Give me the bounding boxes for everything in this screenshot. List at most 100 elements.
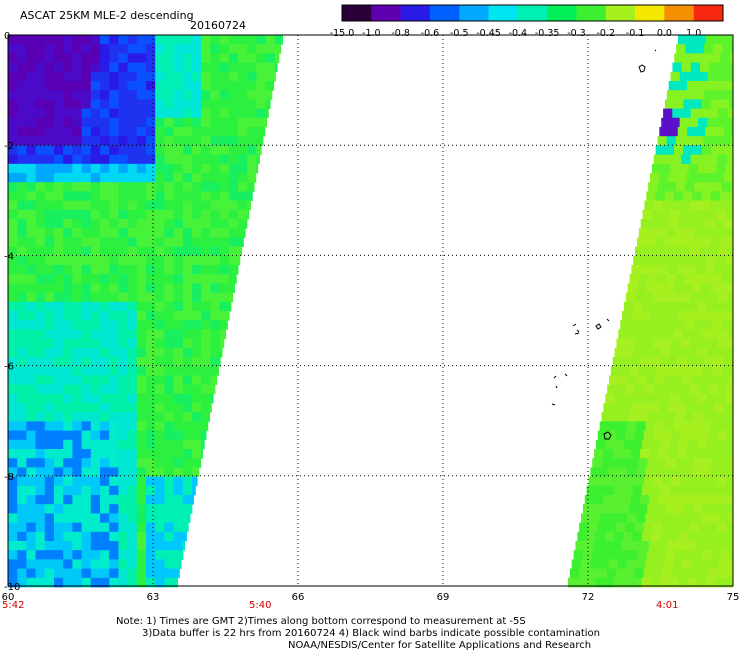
heatmap-cell [44,283,55,293]
heatmap-cell [694,90,705,100]
heatmap-cell [44,44,55,54]
heatmap-cell [192,265,202,275]
heatmap-cell [615,568,626,579]
heatmap-cell [136,568,147,579]
heatmap-cell [72,375,82,385]
heatmap-cell [665,504,676,514]
heatmap-cell [718,559,729,569]
heatmap-cell [44,301,55,312]
heatmap-cell [621,541,632,551]
heatmap-cell [8,439,18,450]
heatmap-cell [44,449,55,459]
colorbar-label: 0.0 [657,28,672,39]
heatmap-cell [616,476,626,487]
heatmap-cell [716,163,726,174]
heatmap-cell [155,421,165,431]
heatmap-cell [644,200,655,211]
heatmap-cell [688,117,699,128]
heatmap-cell [90,228,101,238]
heatmap-cell [632,531,643,542]
heatmap-cell [136,173,147,183]
heatmap-cell [640,311,651,321]
heatmap-cell [155,357,165,367]
heatmap-cell [118,495,128,505]
heatmap-cell [718,62,729,73]
heatmap-cell [173,274,184,284]
heatmap-cell [81,329,92,339]
heatmap-cell [164,246,174,257]
heatmap-cell [90,577,101,588]
heatmap-cell [35,35,46,45]
heatmap-cell [109,541,119,551]
heatmap-cell [109,347,119,358]
heatmap-cell [247,163,257,174]
heatmap-cell [35,467,46,477]
heatmap-cell [719,513,729,523]
heatmap-cell [192,357,202,367]
heatmap-cell [695,219,706,229]
heatmap-cell [256,136,264,146]
heatmap-cell [127,154,138,165]
heatmap-cell [692,99,703,109]
heatmap-cell [579,522,589,533]
colorbar-label: -0.3 [567,28,586,39]
heatmap-cell [651,485,661,496]
heatmap-cell [679,347,689,358]
heatmap-cell [81,265,92,275]
heatmap-cell [118,35,128,45]
heatmap-cell [669,577,679,588]
heatmap-cell [155,255,165,266]
heatmap-cell [586,485,597,496]
heatmap-cell [72,90,82,100]
heatmap-cell [699,246,710,257]
heatmap-cell [641,577,652,588]
heatmap-cell [642,347,652,358]
heatmap-cell [63,403,73,413]
heatmap-cell [685,136,695,146]
heatmap-cell [256,35,266,45]
heatmap-cell [26,338,36,349]
heatmap-cell [682,467,692,477]
heatmap-cell [127,99,138,109]
heatmap-cell [219,117,230,128]
heatmap-cell [639,541,650,551]
heatmap-cell [109,504,119,514]
heatmap-cell [575,541,586,551]
heatmap-cell [219,191,230,201]
heatmap-cell [8,145,18,155]
heatmap-cell [662,338,673,349]
heatmap-cell [90,209,101,220]
heatmap-cell [8,154,18,165]
heatmap-cell [219,62,230,73]
heatmap-cell [63,145,73,155]
heatmap-cell [182,495,193,505]
heatmap-cell [54,577,64,588]
heatmap-cell [72,329,82,339]
heatmap-cell [595,439,606,450]
heatmap-cell [629,274,640,284]
heatmap-cell [705,219,715,229]
heatmap-cell [44,182,55,192]
heatmap-cell [219,44,230,54]
colorbar-label: -1.0 [362,28,381,39]
heatmap-cell [247,108,257,119]
heatmap-cell [35,154,46,165]
heatmap-cell [714,81,725,91]
heatmap-cell [729,191,733,201]
heatmap-cell [699,384,709,395]
heatmap-cell [247,182,255,192]
heatmap-cell [90,71,101,82]
heatmap-cell [146,541,156,551]
heatmap-cell [54,53,64,63]
heatmap-cell [17,311,27,321]
heatmap-cell [155,329,165,339]
heatmap-cell [100,301,110,312]
heatmap-cell [90,338,101,349]
heatmap-cell [666,182,677,192]
heatmap-cell [712,136,723,146]
heatmap-cell [118,559,128,569]
heatmap-cell [729,550,733,560]
heatmap-cell [8,191,18,201]
heatmap-cell [238,81,248,91]
heatmap-cell [192,71,202,82]
